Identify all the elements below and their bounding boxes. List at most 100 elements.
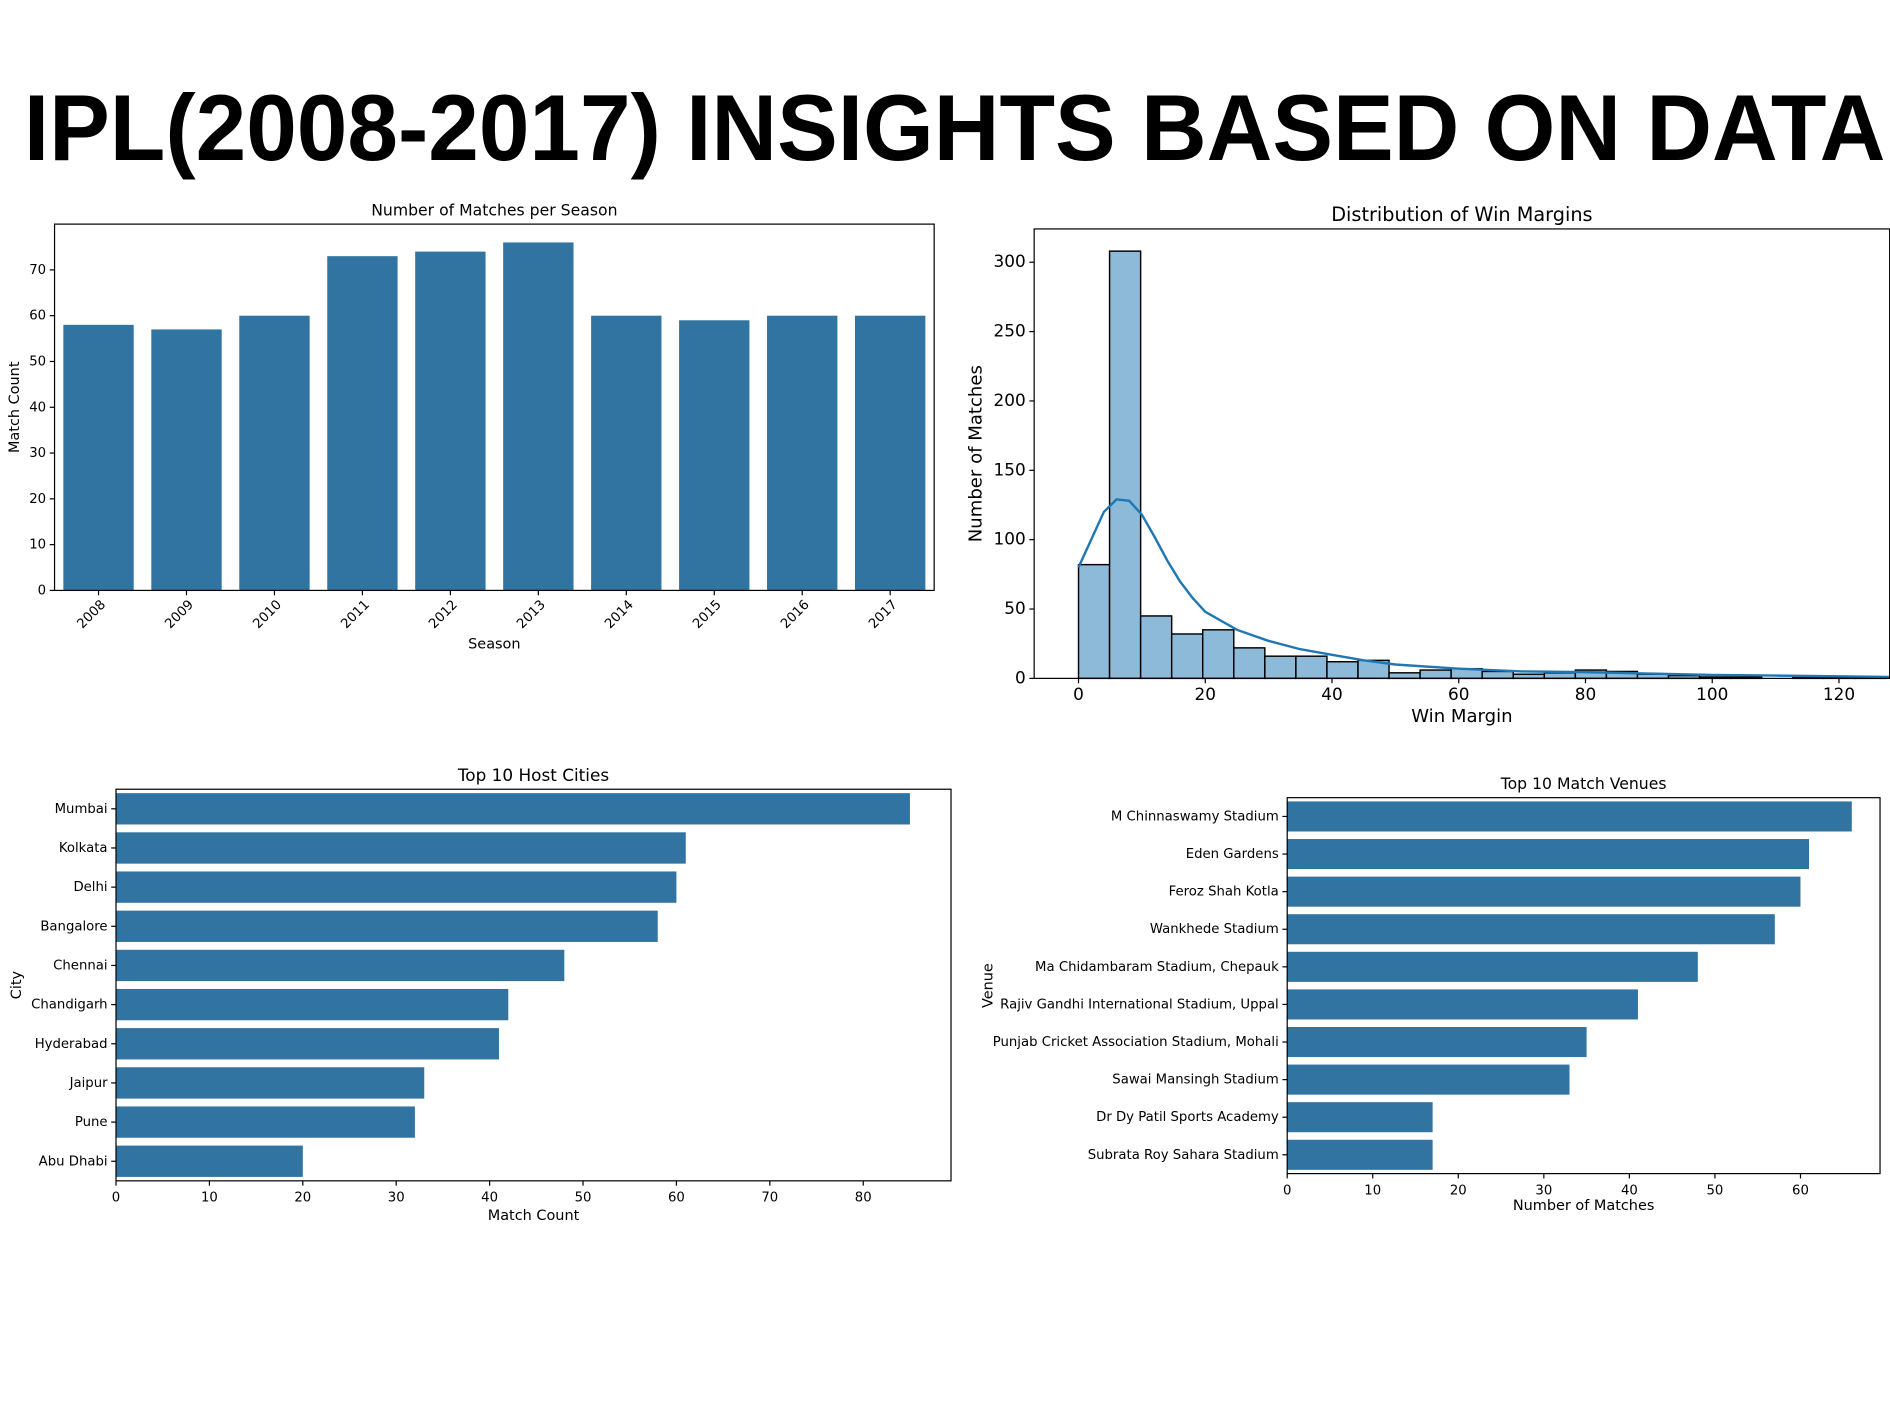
- histogram-bar: [1419, 669, 1452, 680]
- kde-line: [1077, 498, 1890, 679]
- y-tick-label: 0: [1015, 667, 1026, 687]
- histogram-bar: [1388, 672, 1421, 680]
- x-tick-label: 2009: [163, 598, 197, 632]
- y-tick-label: 100: [994, 529, 1026, 549]
- bar: [116, 1067, 425, 1099]
- bar: [239, 315, 310, 591]
- y-tick-label: Jaipur: [69, 1076, 109, 1091]
- histogram-bar: [1077, 563, 1111, 680]
- histogram-bar: [1264, 655, 1297, 680]
- x-tick-label: 2013: [514, 598, 548, 632]
- y-tick-label: Subrata Roy Sahara Stadium: [1088, 1148, 1279, 1163]
- x-axis-label: Number of Matches: [1513, 1198, 1655, 1214]
- y-tick-label: Ma Chidambaram Stadium, Chepauk: [1035, 960, 1279, 975]
- histogram-bar: [1139, 615, 1173, 680]
- y-tick-label: Dr Dy Patil Sports Academy: [1096, 1110, 1279, 1125]
- x-tick-label: 2010: [250, 598, 284, 632]
- x-tick-label: 20: [1195, 684, 1216, 704]
- bar: [767, 315, 838, 591]
- y-tick-label: Mumbai: [55, 802, 108, 817]
- bar: [116, 910, 658, 942]
- bar: [116, 1106, 415, 1138]
- y-axis-label: Number of Matches: [965, 365, 986, 542]
- x-tick-label: 2017: [866, 598, 900, 632]
- bar: [1287, 876, 1801, 907]
- x-tick-label: 70: [761, 1191, 778, 1206]
- y-tick-label: Sawai Mansingh Stadium: [1112, 1073, 1278, 1088]
- y-tick-label: 40: [29, 400, 46, 415]
- x-tick-label: 2012: [426, 598, 460, 632]
- x-tick-label: 0: [1283, 1183, 1291, 1198]
- x-tick-label: 10: [201, 1191, 218, 1206]
- x-tick-label: 2008: [75, 598, 109, 632]
- y-tick-label: M Chinnaswamy Stadium: [1111, 809, 1279, 824]
- bar: [116, 871, 677, 903]
- y-axis-label: City: [9, 970, 25, 999]
- x-tick-label: 60: [1448, 684, 1469, 704]
- x-tick-label: 20: [1450, 1183, 1467, 1198]
- histogram-bar: [1233, 647, 1266, 680]
- bar: [1287, 839, 1810, 870]
- y-tick-label: Bangalore: [40, 919, 107, 934]
- x-tick-label: 40: [481, 1191, 498, 1206]
- bar: [116, 1028, 499, 1060]
- x-tick-label: 60: [1792, 1183, 1809, 1198]
- bar: [63, 324, 134, 591]
- y-tick-label: 70: [29, 263, 46, 278]
- bar: [415, 251, 486, 591]
- x-tick-label: 2014: [602, 598, 636, 632]
- y-tick-label: 30: [29, 446, 46, 461]
- chart-title: Number of Matches per Season: [371, 200, 617, 219]
- bar: [116, 988, 509, 1021]
- y-tick-label: Chandigarh: [31, 998, 107, 1013]
- bar: [116, 832, 686, 864]
- page-title: IPL(2008-2017) INSIGHTS BASED ON DATA: [24, 75, 1886, 180]
- y-tick-label: Eden Gardens: [1186, 847, 1279, 862]
- bar: [679, 320, 750, 591]
- bar: [591, 315, 662, 591]
- bar: [151, 329, 222, 591]
- y-tick-label: 20: [29, 492, 46, 507]
- y-tick-label: 200: [994, 390, 1026, 410]
- y-tick-label: Pune: [75, 1115, 108, 1130]
- histogram-bar: [1170, 633, 1204, 680]
- x-tick-label: 30: [388, 1191, 405, 1206]
- y-tick-label: 300: [994, 251, 1026, 271]
- histogram-bar: [1295, 655, 1328, 680]
- y-tick-label: 150: [994, 459, 1026, 479]
- y-tick-label: 10: [29, 538, 46, 553]
- bar: [1287, 1102, 1433, 1133]
- bar: [327, 256, 398, 591]
- y-axis-label: Match Count: [7, 361, 23, 453]
- y-tick-label: Abu Dhabi: [39, 1154, 108, 1169]
- x-tick-label: 2011: [338, 598, 372, 632]
- bar: [503, 242, 574, 591]
- x-tick-label: 20: [294, 1191, 311, 1206]
- x-tick-label: 100: [1696, 684, 1728, 704]
- bar: [1287, 801, 1852, 832]
- bar: [116, 1145, 303, 1177]
- y-tick-label: Feroz Shah Kotla: [1169, 885, 1279, 900]
- x-tick-label: 0: [1073, 684, 1084, 704]
- chart-title: Top 10 Match Venues: [1500, 774, 1667, 793]
- x-tick-label: 80: [1575, 684, 1596, 704]
- y-tick-label: Wankhede Stadium: [1150, 922, 1279, 937]
- x-tick-label: 2016: [778, 598, 812, 632]
- histogram-bar: [1202, 629, 1235, 680]
- x-tick-label: 2015: [690, 598, 724, 632]
- y-tick-label: 50: [29, 354, 46, 369]
- bar: [1287, 914, 1775, 945]
- x-tick-label: 60: [668, 1191, 685, 1206]
- x-tick-label: 120: [1823, 684, 1855, 704]
- bar: [1287, 1064, 1570, 1095]
- y-tick-label: Hyderabad: [35, 1037, 108, 1052]
- histogram-bar: [1108, 250, 1142, 680]
- chart-title: Distribution of Win Margins: [1331, 203, 1592, 226]
- y-tick-label: 250: [994, 321, 1026, 341]
- y-tick-label: Kolkata: [59, 841, 108, 856]
- histogram-bar: [1512, 673, 1546, 680]
- y-tick-label: Rajiv Gandhi International Stadium, Uppa…: [1000, 997, 1279, 1012]
- histogram-bar: [1481, 670, 1514, 680]
- histogram-bar: [1326, 661, 1359, 680]
